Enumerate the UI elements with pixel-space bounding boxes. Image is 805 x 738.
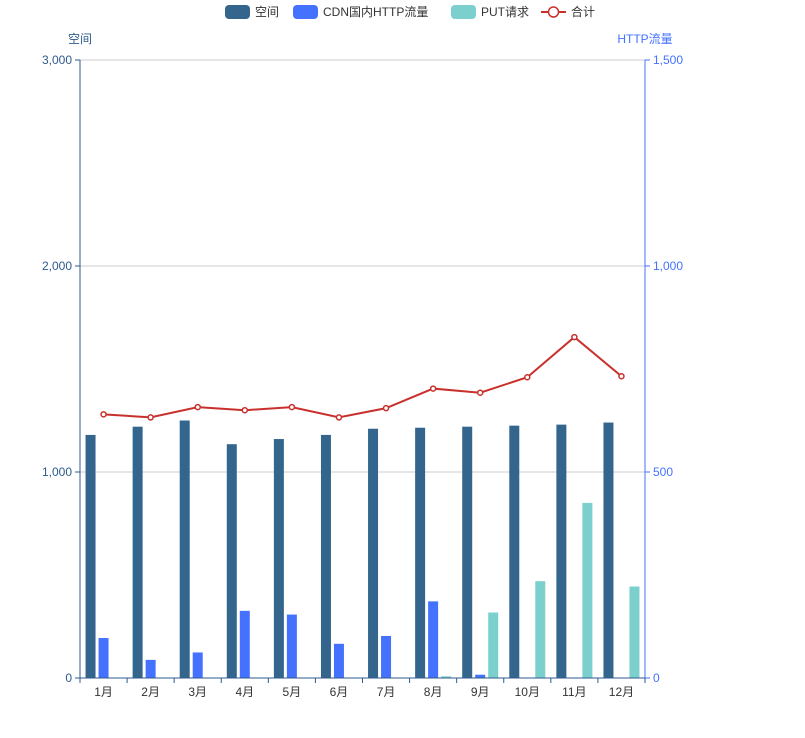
y-left-tick-label: 0 [65, 671, 72, 685]
bar[interactable] [239, 610, 250, 678]
bar[interactable] [556, 424, 567, 678]
x-tick-label: 9月 [471, 685, 490, 699]
legend-label: 空间 [255, 5, 279, 19]
bar[interactable] [179, 420, 190, 679]
x-tick-label: 5月 [283, 685, 302, 699]
line-point[interactable] [571, 333, 578, 341]
y-right-tick-label: 1,500 [653, 53, 683, 67]
y-left-tick-label: 3,000 [42, 53, 72, 67]
x-tick-label: 4月 [235, 685, 254, 699]
bar[interactable] [192, 652, 203, 678]
bar[interactable] [441, 676, 452, 678]
y-left-tick-label: 2,000 [42, 259, 72, 273]
bar[interactable] [381, 635, 392, 678]
bar[interactable] [333, 643, 344, 678]
line-point[interactable] [382, 404, 390, 412]
legend-label: PUT请求 [481, 5, 529, 19]
bar[interactable] [582, 502, 593, 678]
y-axis-left-title: 空间 [68, 32, 92, 46]
legend-label: 合计 [571, 4, 595, 19]
y-right-tick-label: 0 [653, 671, 660, 685]
bar[interactable] [368, 428, 379, 678]
bar[interactable] [273, 439, 284, 678]
line-point[interactable] [288, 403, 296, 411]
legend-item[interactable]: 合计 [541, 4, 595, 19]
bar[interactable] [475, 674, 486, 678]
bar-series [85, 420, 640, 679]
bar[interactable] [535, 581, 546, 678]
bar[interactable] [488, 612, 499, 678]
legend-circle-icon [547, 6, 560, 18]
bar[interactable] [603, 422, 614, 678]
bar[interactable] [629, 586, 640, 678]
line-point[interactable] [524, 373, 531, 381]
y-right-tick-label: 1,000 [653, 259, 683, 273]
line-point[interactable] [241, 406, 249, 414]
line-point[interactable] [100, 411, 107, 418]
bar[interactable] [226, 444, 237, 678]
legend-swatch-icon [225, 5, 250, 19]
legend-label: CDN国内HTTP流量 [323, 5, 428, 19]
legend-item[interactable]: PUT请求 [451, 5, 529, 19]
bar[interactable] [320, 434, 331, 678]
line-point[interactable] [476, 389, 484, 396]
x-tick-label: 2月 [141, 685, 160, 699]
y-left-tick-label: 1,000 [42, 465, 72, 479]
bar[interactable] [462, 426, 473, 678]
legend-item[interactable]: 空间 [225, 5, 279, 19]
y-axis-right-title: HTTP流量 [617, 32, 672, 46]
line-point[interactable] [335, 414, 343, 421]
x-tick-label: 12月 [609, 685, 634, 699]
x-tick-label: 7月 [377, 685, 396, 699]
line-point[interactable] [429, 385, 437, 392]
gridlines [80, 59, 645, 473]
line-point[interactable] [618, 372, 625, 380]
x-tick-label: 10月 [515, 685, 540, 699]
y-right-tick-label: 500 [653, 465, 673, 479]
total-line [103, 335, 623, 419]
x-tick-label: 3月 [188, 685, 207, 699]
legend-item[interactable]: CDN国内HTTP流量 [293, 5, 428, 19]
axes: 0 1,000 2,000 3,000 0 500 1,000 1,500 1月 2月 3月 4月 5月… [42, 53, 683, 699]
bar[interactable] [98, 638, 109, 678]
legend-swatch-icon [293, 5, 318, 19]
line-point[interactable] [194, 403, 201, 411]
legend-swatch-icon [451, 5, 476, 19]
bar[interactable] [415, 427, 426, 678]
bar[interactable] [85, 434, 96, 678]
bar[interactable] [132, 426, 143, 678]
x-tick-label: 1月 [94, 685, 113, 699]
bar[interactable] [509, 425, 520, 678]
line-series [100, 333, 625, 421]
bar[interactable] [286, 614, 297, 678]
x-tick-label: 8月 [424, 685, 443, 699]
bar[interactable] [145, 659, 156, 678]
line-point[interactable] [147, 414, 154, 421]
x-tick-label: 6月 [330, 685, 349, 699]
x-tick-label: 11月 [562, 685, 586, 699]
legend[interactable]: 空间 CDN国内HTTP流量 PUT请求 合计 [225, 4, 595, 19]
bar[interactable] [428, 601, 439, 678]
